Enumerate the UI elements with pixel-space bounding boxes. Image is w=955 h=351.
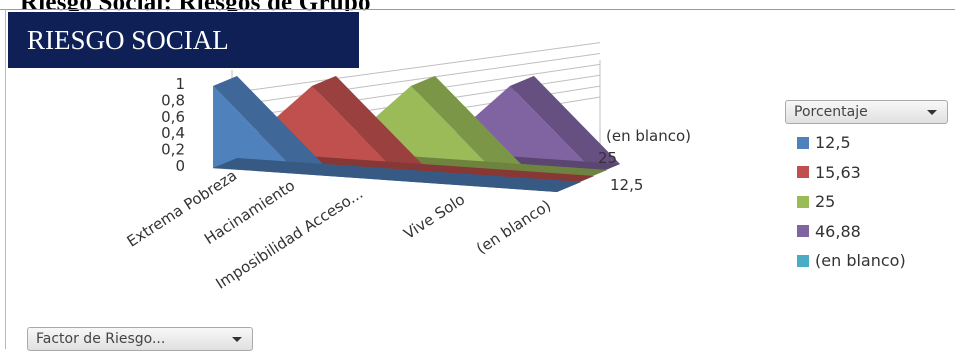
legend-label: (en blanco) (815, 251, 906, 271)
chart-title: RIESGO SOCIAL (27, 25, 229, 55)
y-tick-label: 1 (175, 75, 185, 93)
chart-title-box: RIESGO SOCIAL (8, 12, 359, 68)
legend-label: 46,88 (815, 221, 861, 241)
legend-item: 46,88 (797, 217, 906, 247)
legend-label: 25 (815, 192, 836, 212)
legend-item: 25 (797, 187, 906, 217)
legend-filter-label: Porcentaje (794, 104, 868, 120)
y-tick-label: 0,2 (161, 141, 185, 159)
left-divider (5, 9, 6, 349)
y-tick-label: 0,4 (161, 124, 185, 142)
chevron-down-icon (232, 337, 242, 342)
legend-item: (en blanco) (797, 246, 906, 276)
x-tick-label: (en blanco) (473, 196, 554, 257)
legend-swatch (797, 254, 809, 267)
series-ribbon-top (411, 76, 521, 174)
legend-swatch (797, 166, 809, 179)
legend: 12,5 15,63 25 46,88 (en blanco) (797, 128, 906, 276)
y-tick-label: 0,8 (161, 91, 185, 109)
x-tick-label: Imposibilidad Acceso... (213, 184, 367, 293)
depth-tick-label: 12,5 (610, 176, 643, 194)
y-axis: 00,20,40,60,81 (161, 75, 185, 175)
legend-swatch (797, 195, 809, 208)
grid-line (231, 42, 601, 94)
series-ribbon-top (213, 76, 323, 174)
series-area (239, 86, 583, 180)
category-filter-label: Factor de Riesgo... (36, 331, 166, 347)
legend-label: 15,63 (815, 162, 861, 182)
series-ribbon-top (312, 76, 422, 174)
depth-tick-label: (en blanco) (606, 127, 691, 145)
y-tick-label: 0 (175, 157, 185, 175)
top-divider (0, 9, 955, 10)
series-area (252, 86, 596, 174)
legend-filter-button[interactable]: Porcentaje (785, 100, 948, 124)
legend-item: 15,63 (797, 158, 906, 188)
chevron-down-icon (927, 110, 937, 115)
series-layer (213, 76, 620, 192)
depth-tick-label: 25 (598, 149, 617, 167)
legend-swatch (797, 225, 809, 238)
series-base (213, 158, 581, 192)
legend-item: 12,5 (797, 128, 906, 158)
depth-axis: 12,5 25 (en blanco) (598, 127, 691, 194)
legend-swatch (797, 136, 809, 149)
cut-off-heading: Riesgo Social: Riesgos de Grupo (20, 0, 371, 11)
y-tick-label: 0,6 (161, 108, 185, 126)
grid-line (231, 52, 601, 106)
series-ribbon-top (510, 76, 620, 174)
legend-label: 12,5 (815, 133, 851, 153)
x-tick-label: Vive Solo (400, 190, 468, 243)
category-filter-button[interactable]: Factor de Riesgo... (27, 327, 253, 351)
